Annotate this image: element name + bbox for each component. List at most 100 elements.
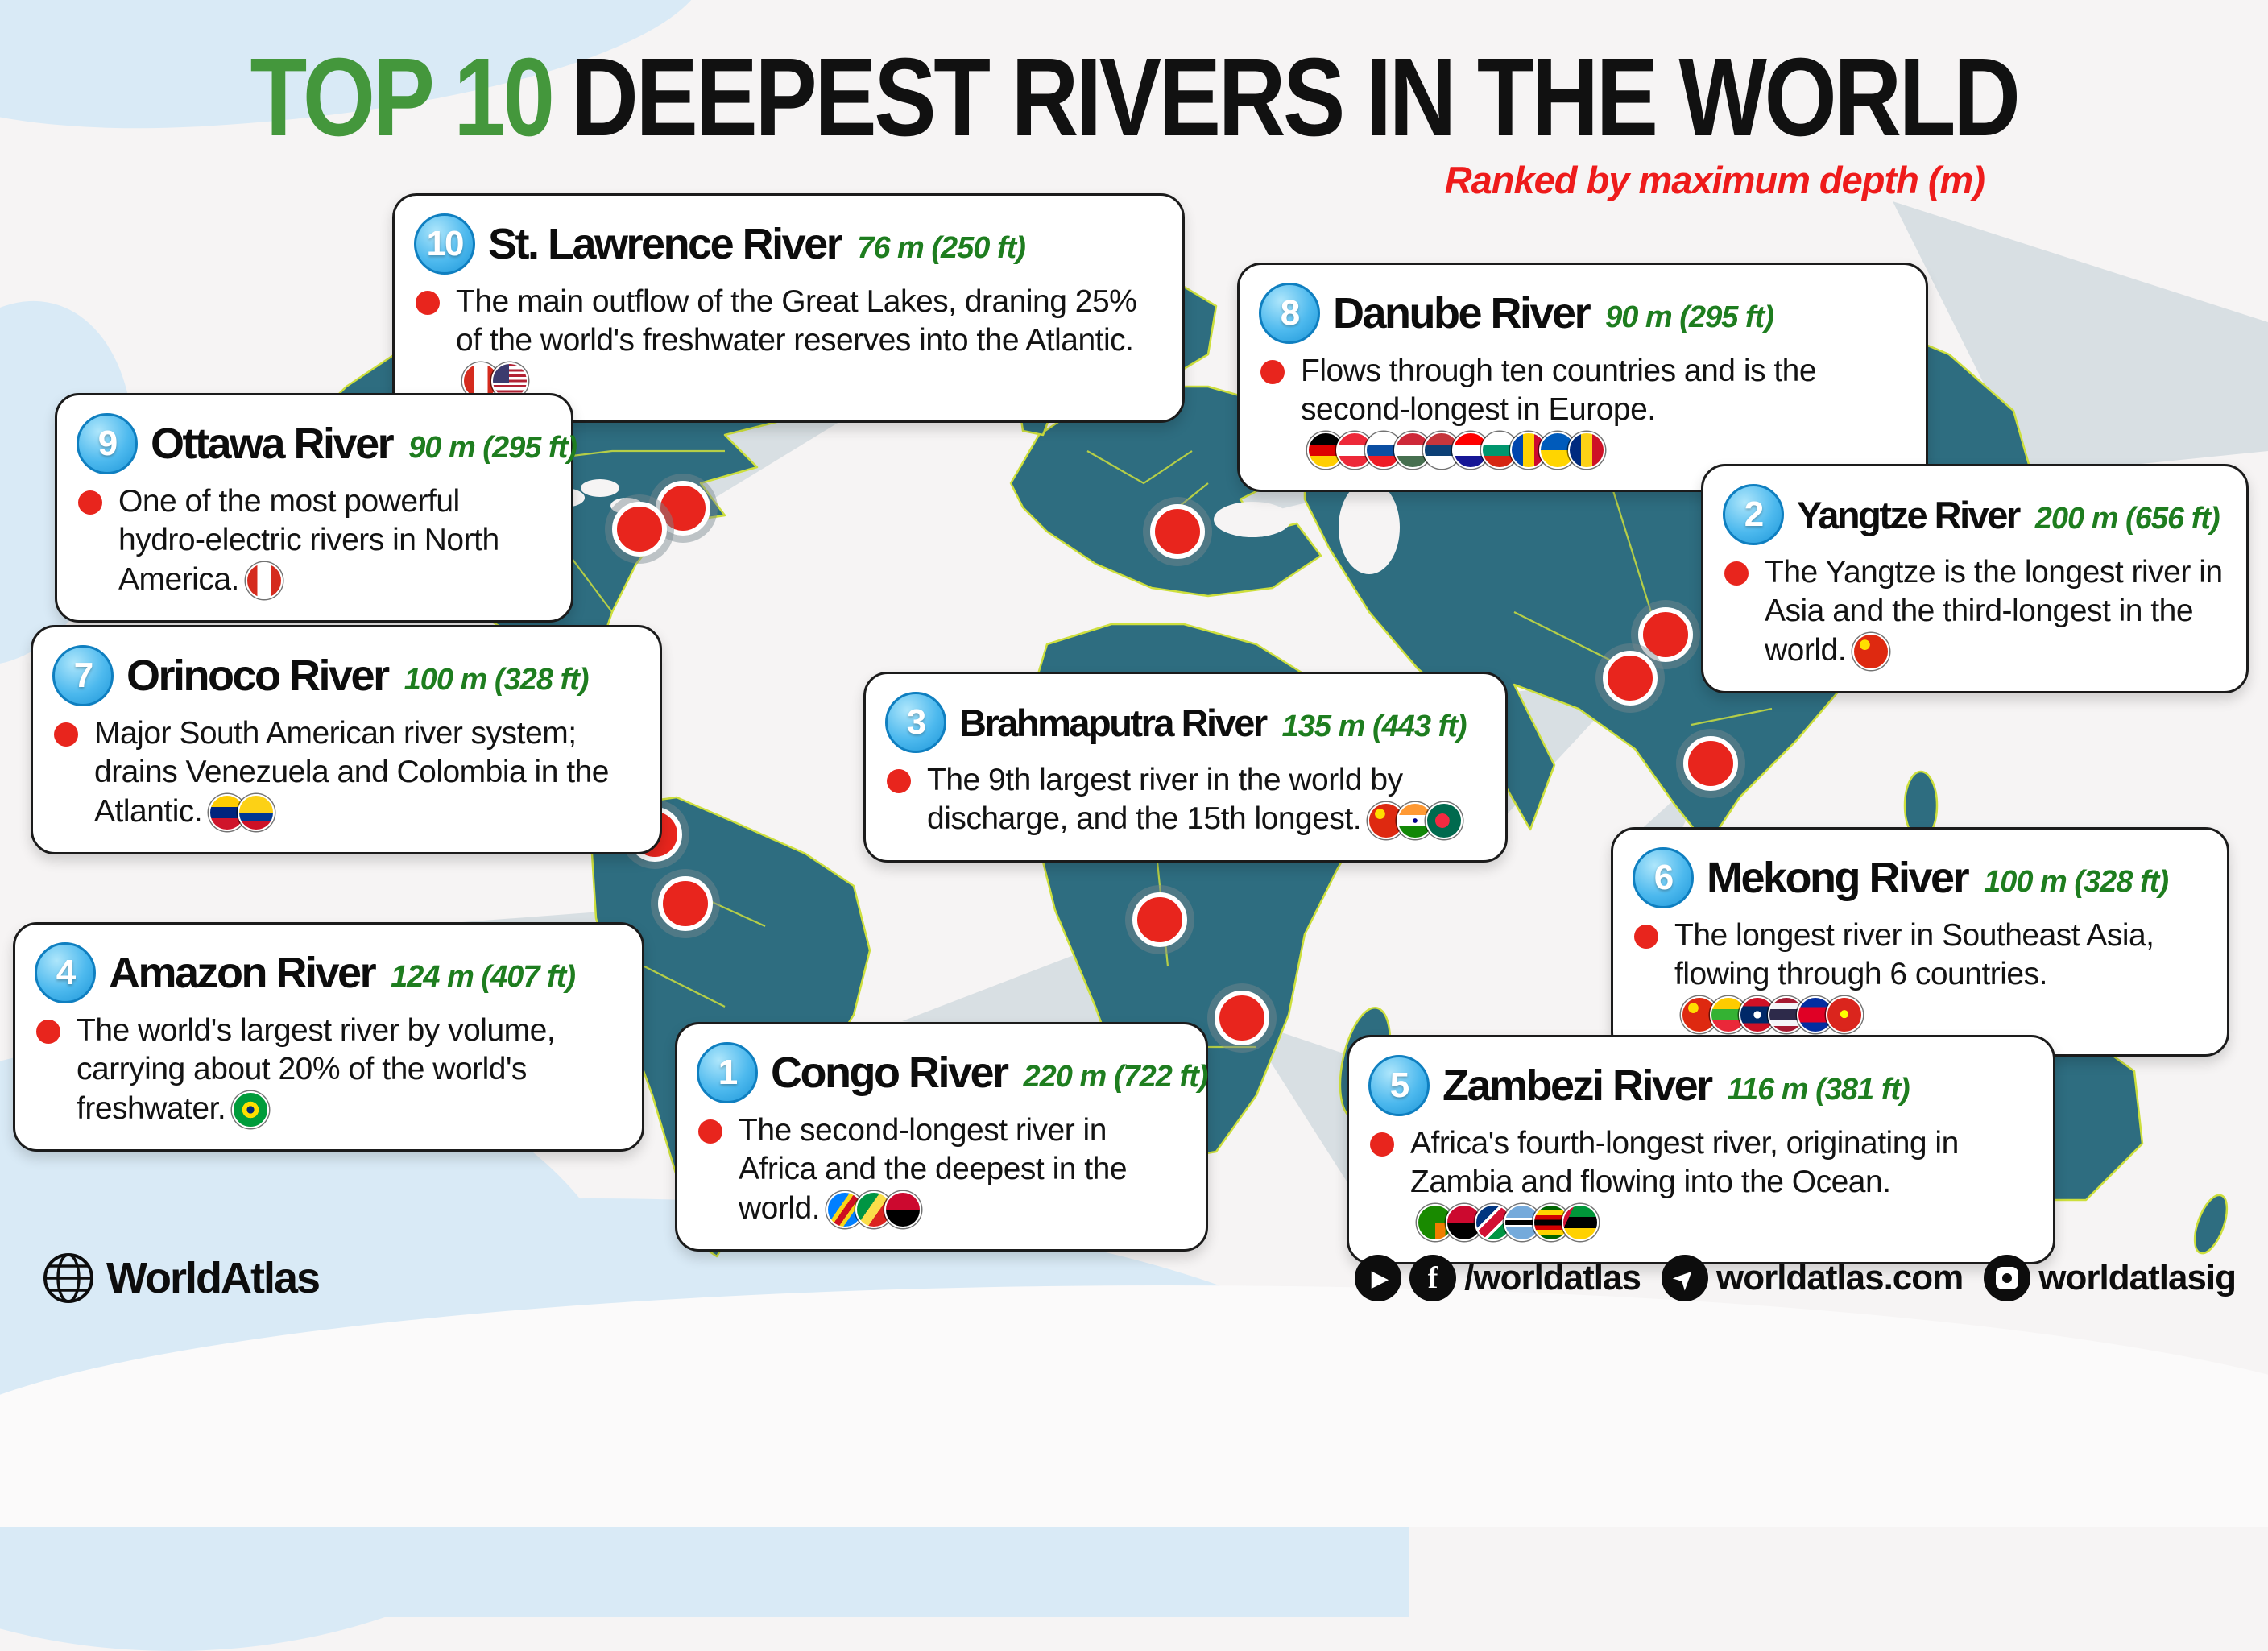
river-depth: 90 m (295 ft) bbox=[1605, 300, 1774, 334]
brazil-flag-icon bbox=[232, 1091, 270, 1129]
rank-badge: 6 bbox=[1633, 847, 1694, 908]
globe-icon bbox=[43, 1253, 93, 1303]
great-lake bbox=[610, 498, 643, 514]
river-depth: 76 m (250 ft) bbox=[857, 230, 1026, 265]
river-name: Yangtze River bbox=[1797, 493, 2021, 536]
river-name: Amazon River bbox=[109, 949, 377, 997]
river-depth: 124 m (407 ft) bbox=[391, 959, 576, 994]
angola-flag-icon bbox=[884, 1191, 922, 1229]
bangladesh-flag-icon bbox=[1426, 802, 1463, 840]
social-handle: /worldatlas bbox=[1464, 1258, 1641, 1297]
bullet-icon bbox=[36, 1020, 60, 1044]
river-description: The main outflow of the Great Lakes, dra… bbox=[414, 283, 1161, 400]
river-description: Major South American river system; drain… bbox=[52, 714, 639, 832]
social-website[interactable]: worldatlas.com bbox=[1661, 1255, 1964, 1301]
social-worldatlas[interactable]: f /worldatlas bbox=[1355, 1255, 1641, 1301]
river-depth: 90 m (295 ft) bbox=[408, 430, 577, 465]
flag-row bbox=[1417, 1204, 1599, 1242]
flag-row bbox=[1368, 802, 1463, 840]
usa-flag-icon bbox=[491, 362, 528, 400]
river-name: Mekong River bbox=[1707, 854, 1970, 902]
country-border bbox=[1513, 611, 1612, 661]
romania-flag-icon bbox=[1568, 432, 1605, 470]
cursor-icon[interactable] bbox=[1661, 1255, 1708, 1301]
bullet-icon bbox=[1260, 360, 1285, 384]
flag-row bbox=[1852, 633, 1890, 671]
river-description: One of the most powerful hydro-electric … bbox=[77, 482, 550, 600]
beam-top-right bbox=[1893, 201, 2268, 475]
rank-badge: 4 bbox=[35, 942, 96, 1003]
black-sea bbox=[1214, 502, 1291, 537]
page-subtitle: Ranked by maximum depth (m) bbox=[1444, 159, 1985, 201]
canada-flag-icon bbox=[245, 562, 283, 600]
bullet-icon bbox=[698, 1119, 722, 1144]
bullet-icon bbox=[1370, 1132, 1394, 1157]
flag-row bbox=[1681, 996, 1863, 1034]
river-depth: 100 m (328 ft) bbox=[1984, 864, 2169, 899]
rank-badge: 2 bbox=[1723, 484, 1784, 545]
river-card-congo: 1 Congo River 220 m (722 ft) The second-lo… bbox=[675, 1022, 1208, 1252]
title-main: DEEPEST RIVERS IN THE WORLD bbox=[571, 35, 2021, 159]
river-depth: 100 m (328 ft) bbox=[404, 662, 590, 697]
rank-badge: 5 bbox=[1368, 1055, 1430, 1116]
brand-name: WorldAtlas bbox=[106, 1254, 321, 1302]
flag-row bbox=[1307, 432, 1605, 470]
flag-row bbox=[209, 794, 275, 832]
river-description: The longest river in Southeast Asia, flo… bbox=[1633, 917, 2206, 1034]
worldatlas-brand: WorldAtlas bbox=[42, 1252, 321, 1305]
river-name: Orinoco River bbox=[126, 652, 390, 700]
flag-row bbox=[826, 1191, 922, 1229]
river-name: Danube River bbox=[1333, 289, 1591, 337]
rank-badge: 10 bbox=[414, 213, 475, 275]
river-name: Zambezi River bbox=[1442, 1061, 1713, 1110]
river-description: Flows through ten countries and is the s… bbox=[1259, 352, 1905, 470]
bullet-icon bbox=[78, 490, 102, 515]
river-card-ottawa: 9 Ottawa River 90 m (295 ft) One of the mo… bbox=[55, 393, 577, 623]
instagram-icon[interactable] bbox=[1984, 1255, 2031, 1301]
river-description: The Yangtze is the longest river in Asia… bbox=[1723, 553, 2225, 671]
flag-row bbox=[232, 1091, 270, 1129]
country-border bbox=[1609, 482, 1653, 613]
river-card-zambezi: 5 Zambezi River 116 m (381 ft) Africa's fo… bbox=[1347, 1035, 2055, 1265]
river-description: The world's largest river by volume, car… bbox=[35, 1012, 621, 1129]
river-description: The second-longest river in Africa and t… bbox=[697, 1111, 1185, 1229]
zimbabwe-flag-icon bbox=[1533, 1204, 1570, 1242]
river-depth: 200 m (656 ft) bbox=[2034, 501, 2220, 536]
river-description: The 9th largest river in the world by di… bbox=[885, 761, 1484, 840]
rank-badge: 3 bbox=[885, 692, 946, 753]
river-card-mekong: 6 Mekong River 100 m (328 ft) The longest … bbox=[1611, 827, 2229, 1057]
river-depth: 116 m (381 ft) bbox=[1727, 1072, 1910, 1107]
country-border bbox=[644, 966, 726, 1008]
footer: WorldAtlas f /worldatlas worldatlas.com … bbox=[0, 1237, 2268, 1310]
title-top10: TOP 10 bbox=[250, 35, 555, 159]
bullet-icon bbox=[54, 722, 78, 747]
river-card-amazon: 4 Amazon River 124 m (407 ft) The world's … bbox=[13, 922, 644, 1152]
mozambique-flag-icon bbox=[1562, 1204, 1599, 1242]
bullet-icon bbox=[416, 291, 440, 315]
facebook-icon[interactable]: f bbox=[1409, 1255, 1457, 1301]
youtube-icon[interactable] bbox=[1355, 1255, 1402, 1301]
rank-badge: 8 bbox=[1259, 283, 1320, 344]
river-depth: 135 m (443 ft) bbox=[1281, 709, 1467, 743]
bullet-icon bbox=[1724, 561, 1749, 586]
flag-row bbox=[245, 562, 283, 600]
river-name: Ottawa River bbox=[151, 420, 395, 468]
river-description: Africa's fourth-longest river, originati… bbox=[1368, 1124, 2032, 1242]
river-depth: 220 m (722 ft) bbox=[1023, 1059, 1209, 1094]
social-links: f /worldatlas worldatlas.com worldatlasi… bbox=[1355, 1255, 2237, 1301]
river-card-brahmaputra: 3 Brahmaputra River 135 m (443 ft) The 9th… bbox=[863, 672, 1508, 863]
page-title: TOP 10 DEEPEST RIVERS IN THE WORLD bbox=[181, 34, 2086, 162]
river-card-yangtze: 2 Yangtze River 200 m (656 ft) The Yangtze… bbox=[1701, 464, 2249, 694]
colombia-flag-icon bbox=[238, 794, 275, 832]
instagram-handle: worldatlasig bbox=[2038, 1258, 2237, 1297]
rank-badge: 9 bbox=[77, 413, 138, 474]
website-url: worldatlas.com bbox=[1715, 1258, 1964, 1297]
river-card-st-lawrence: 10 St. Lawrence River 76 m (250 ft) The ma… bbox=[392, 193, 1185, 424]
social-instagram[interactable]: worldatlasig bbox=[1984, 1255, 2237, 1301]
landmass-new-zealand bbox=[2193, 1194, 2229, 1255]
great-lake bbox=[581, 479, 619, 497]
caspian-sea bbox=[1339, 481, 1400, 574]
river-card-orinoco: 7 Orinoco River 100 m (328 ft) Major South… bbox=[31, 625, 662, 855]
country-border bbox=[1691, 707, 1773, 726]
river-name: Brahmaputra River bbox=[959, 701, 1268, 744]
